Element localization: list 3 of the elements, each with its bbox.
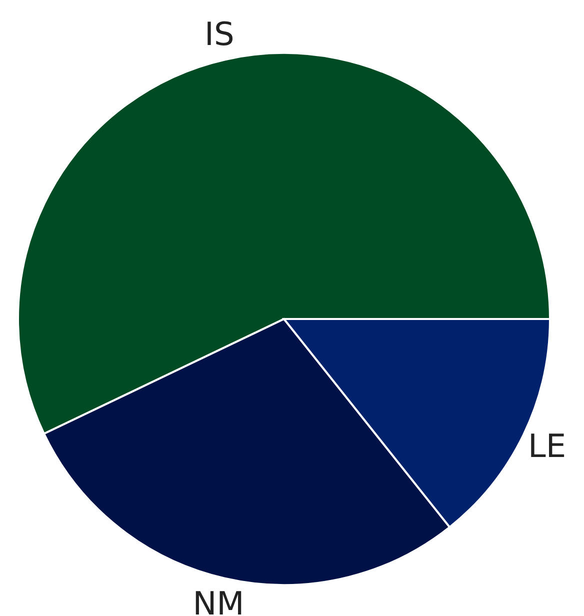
- slice-label: NM: [192, 584, 244, 616]
- slice-label: IS: [204, 15, 234, 54]
- slice-label: LE: [528, 426, 566, 465]
